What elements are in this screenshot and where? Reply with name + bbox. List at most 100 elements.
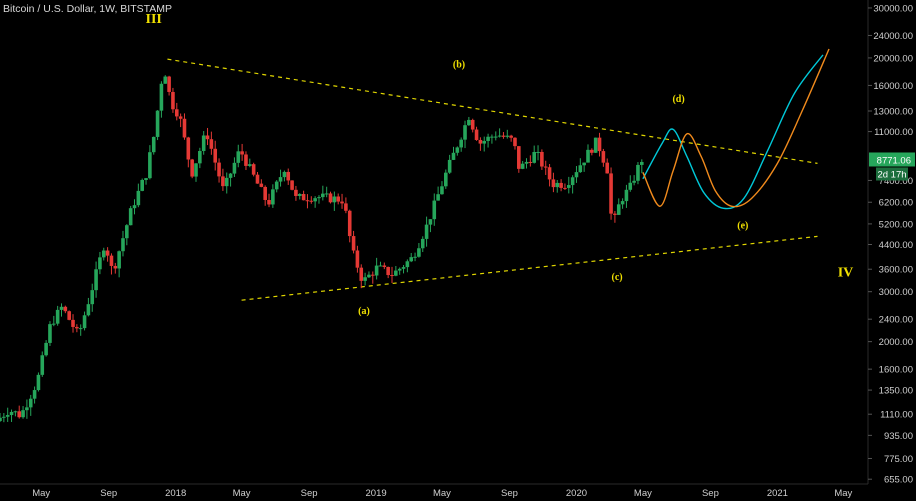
candle-body[interactable] [52,323,56,325]
candle-body[interactable] [140,179,144,191]
candle-body[interactable] [0,417,2,422]
candle-body[interactable] [36,374,41,391]
candle-body[interactable] [486,136,490,141]
candle-body[interactable] [309,200,314,202]
candle-body[interactable] [632,180,636,183]
candle-body[interactable] [321,193,325,198]
candle-body[interactable] [163,76,168,84]
candle-body[interactable] [32,390,37,399]
candle-body[interactable] [401,267,406,269]
candle-body[interactable] [174,109,179,117]
candle-body[interactable] [463,125,467,140]
candle-body[interactable] [497,135,502,137]
candle-body[interactable] [274,181,279,190]
candle-body[interactable] [344,203,348,211]
candle-body[interactable] [517,146,521,169]
candle-body[interactable] [98,257,102,270]
candle-body[interactable] [467,119,471,126]
candle-body[interactable] [232,162,237,174]
candle-body[interactable] [586,149,590,163]
candle-body[interactable] [13,411,18,413]
candle-body[interactable] [198,151,202,164]
candle-body[interactable] [271,189,275,205]
candle-body[interactable] [317,197,321,199]
candle-body[interactable] [224,177,229,187]
candle-body[interactable] [597,137,602,152]
candle-body[interactable] [474,129,479,140]
candle-body[interactable] [75,326,79,329]
candle-body[interactable] [413,256,417,258]
candle-body[interactable] [636,164,640,181]
candle-body[interactable] [59,306,64,310]
candle-body[interactable] [390,275,394,277]
candle-body[interactable] [259,183,264,187]
candle-body[interactable] [125,225,129,239]
candle-body[interactable] [609,173,613,214]
candle-body[interactable] [520,163,525,169]
candle-body[interactable] [613,213,617,215]
candle-body[interactable] [540,151,544,167]
candle-body[interactable] [48,324,52,343]
candle-body[interactable] [566,185,571,188]
candle-body[interactable] [217,162,221,177]
candle-body[interactable] [182,118,187,138]
candle-body[interactable] [297,194,302,196]
candle-body[interactable] [201,135,206,152]
candle-body[interactable] [624,189,629,202]
candle-body[interactable] [417,248,421,257]
candle-body[interactable] [528,161,533,163]
candle-body[interactable] [551,179,556,188]
candle-body[interactable] [136,190,141,206]
candle-body[interactable] [82,315,87,329]
candle-body[interactable] [248,164,252,166]
candle-body[interactable] [574,172,579,178]
time-axis[interactable] [0,484,916,501]
candle-body[interactable] [455,147,460,153]
candle-body[interactable] [17,411,22,418]
candle-body[interactable] [593,137,598,153]
candle-body[interactable] [86,304,91,316]
candle-body[interactable] [605,162,610,174]
candle-body[interactable] [378,265,383,267]
candle-body[interactable] [5,415,10,417]
candle-body[interactable] [71,319,75,327]
candle-body[interactable] [278,177,283,182]
candle-body[interactable] [228,173,233,178]
candle-body[interactable] [255,174,260,184]
candle-body[interactable] [563,187,567,189]
candle-body[interactable] [470,119,475,130]
candle-body[interactable] [221,176,225,187]
candle-body[interactable] [67,311,71,320]
candle-body[interactable] [370,274,375,276]
candle-body[interactable] [501,135,506,137]
candle-body[interactable] [267,199,271,205]
candle-body[interactable] [151,136,156,153]
candle-body[interactable] [148,152,152,179]
candle-body[interactable] [482,140,487,144]
candle-body[interactable] [570,177,575,186]
candle-body[interactable] [386,266,390,276]
candle-body[interactable] [478,139,483,144]
candle-body[interactable] [628,182,633,190]
candle-body[interactable] [440,186,444,195]
candle-body[interactable] [547,167,552,180]
candle-body[interactable] [428,219,433,225]
candle-body[interactable] [263,186,267,200]
candle-body[interactable] [144,178,148,180]
candle-body[interactable] [44,342,48,356]
candle-body[interactable] [121,238,125,252]
candle-body[interactable] [105,250,110,256]
candle-body[interactable] [424,224,429,239]
candle-body[interactable] [347,210,352,237]
candle-body[interactable] [313,198,317,202]
candle-body[interactable] [509,135,513,138]
candle-body[interactable] [190,159,194,177]
candle-body[interactable] [536,151,540,153]
candle-body[interactable] [332,196,337,203]
candle-body[interactable] [244,154,248,166]
candle-body[interactable] [128,208,133,226]
candle-body[interactable] [405,261,410,268]
candle-body[interactable] [63,306,68,312]
candle-body[interactable] [194,163,198,177]
